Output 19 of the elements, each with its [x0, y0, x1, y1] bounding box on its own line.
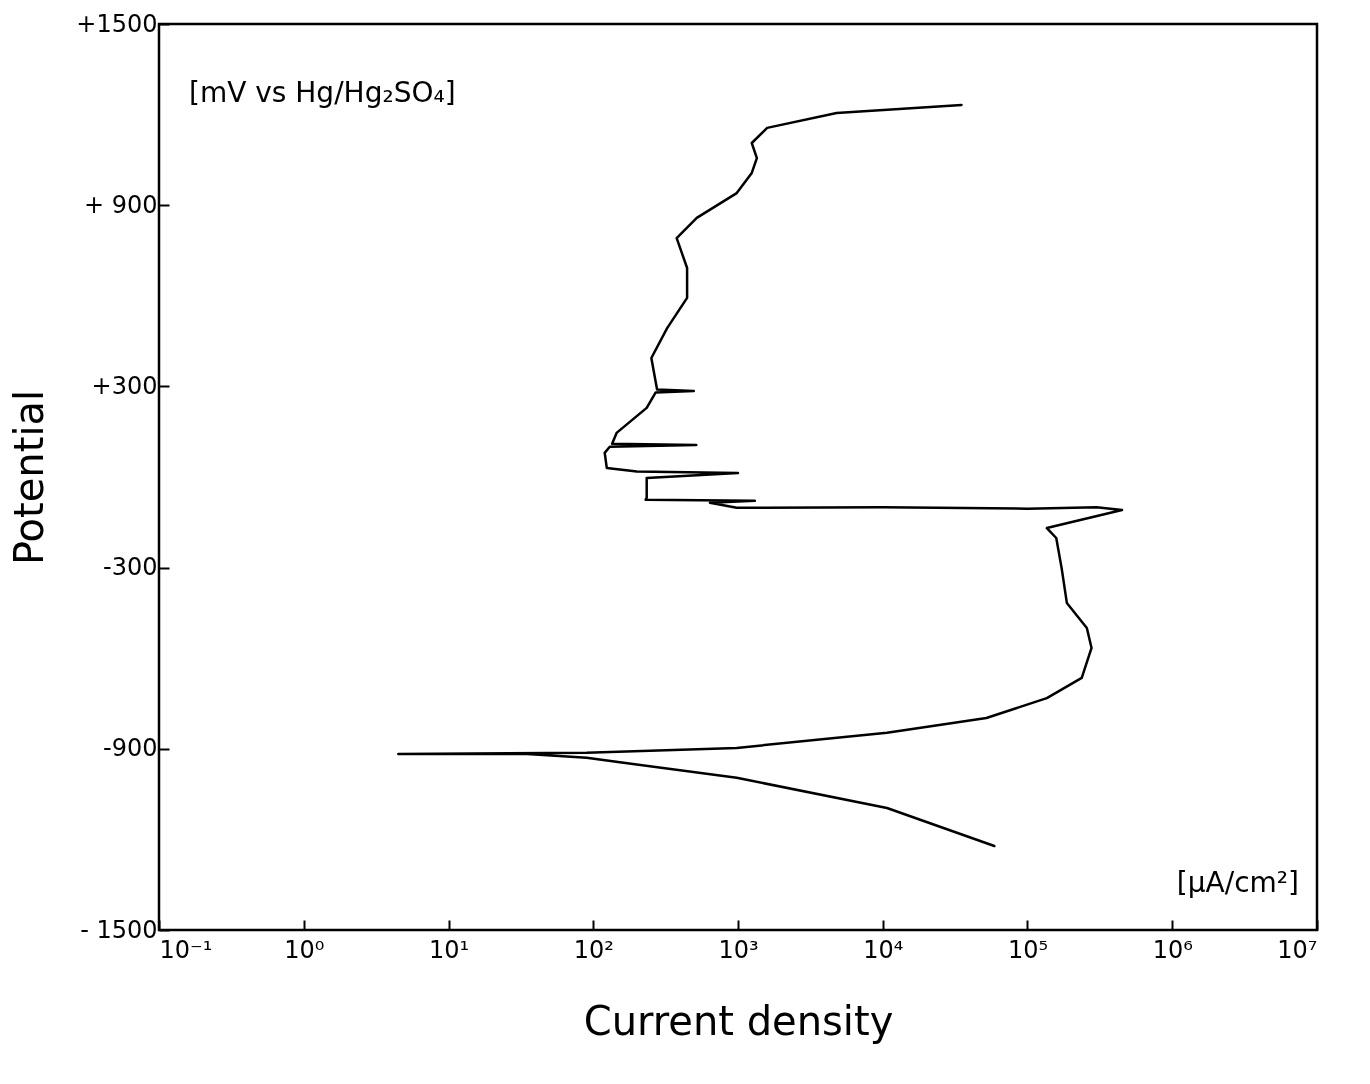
y-tick-label: - 1500 — [80, 915, 158, 944]
y-tick-label: -300 — [103, 553, 158, 582]
x-tick-label: 10⁰ — [284, 935, 325, 964]
y-axis-title: Potential — [6, 389, 53, 566]
x-tick-label: 10² — [573, 935, 614, 964]
x-axis-title: Current density — [583, 997, 894, 1044]
x-tick-label: 10³ — [718, 935, 759, 964]
annotation: [mV vs Hg/Hg₂SO₄] — [189, 76, 456, 109]
y-tick-label: +1500 — [76, 9, 158, 38]
annotation: [μA/cm²] — [1176, 866, 1299, 899]
x-tick-label: 10⁷ — [1277, 935, 1318, 964]
y-tick-label: + 900 — [83, 190, 158, 219]
x-tick-label: 10¹ — [428, 935, 470, 964]
y-tick-label: +300 — [91, 371, 158, 400]
y-tick-label: -900 — [103, 734, 158, 763]
x-tick-label: 10⁻¹ — [159, 935, 213, 964]
x-tick-label: 10⁴ — [863, 935, 904, 964]
x-tick-label: 10⁵ — [1007, 935, 1049, 964]
x-tick-label: 10⁶ — [1152, 935, 1193, 964]
